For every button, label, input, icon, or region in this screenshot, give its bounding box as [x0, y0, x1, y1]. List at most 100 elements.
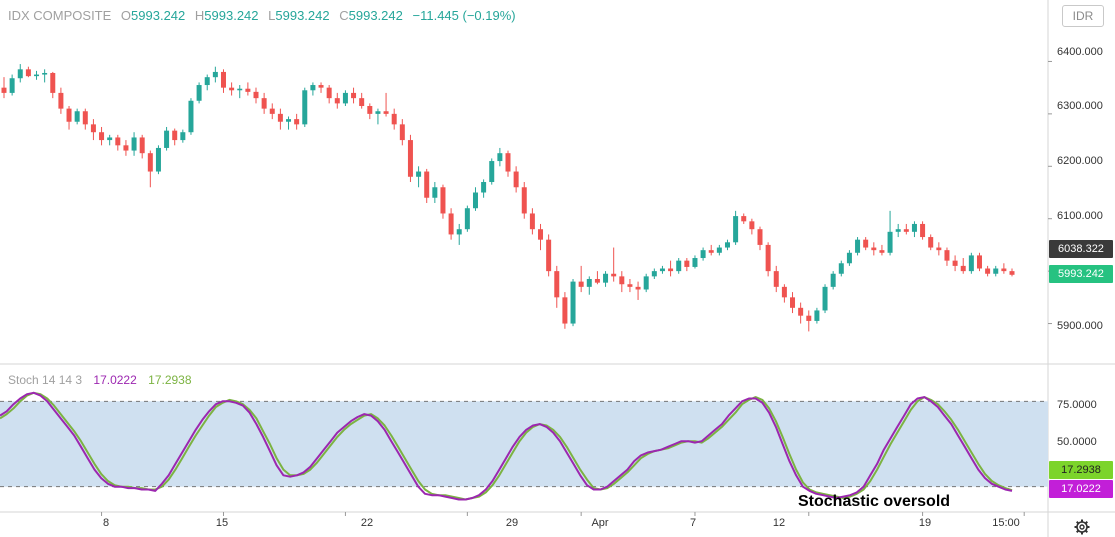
candle-body: [733, 216, 739, 243]
high-key: H: [194, 8, 205, 23]
stoch-d-value: 17.2938: [148, 373, 192, 387]
candle-body: [757, 229, 763, 245]
gear-icon[interactable]: [1074, 519, 1090, 535]
candle-body: [456, 229, 462, 235]
close-key: C: [339, 8, 349, 23]
low-value: 5993.242: [275, 8, 330, 23]
candle-body: [90, 124, 96, 133]
currency-button[interactable]: IDR: [1062, 5, 1104, 27]
candle-body: [1009, 271, 1015, 275]
candle-body: [887, 231, 893, 253]
candle-body: [903, 229, 909, 232]
candle-body: [375, 111, 381, 114]
candle-body: [619, 276, 625, 285]
candle-body: [724, 242, 730, 248]
candle-body: [440, 187, 446, 214]
candle-body: [944, 250, 950, 261]
stoch-d-tag: 17.2938: [1049, 461, 1113, 479]
candle-body: [806, 315, 812, 321]
candle-body: [627, 284, 633, 287]
time-tick: 12: [772, 517, 786, 529]
candle-body: [846, 252, 852, 264]
candle-body: [229, 87, 235, 91]
low-key: L: [268, 8, 276, 23]
stoch-k-line: [0, 391, 1013, 501]
candle-body: [58, 92, 64, 109]
candle-body: [895, 229, 901, 232]
candle-body: [318, 85, 324, 88]
stoch-tick: 75.0000: [1057, 399, 1097, 411]
candle-body: [131, 137, 137, 151]
candle-body: [123, 145, 129, 151]
candle-body: [253, 91, 259, 99]
candle-body: [472, 192, 478, 209]
stoch-tick: 50.0000: [1057, 436, 1097, 448]
candle-body: [220, 71, 226, 88]
candle-body: [82, 111, 88, 125]
price-tick: 6300.000: [1057, 100, 1103, 112]
open-value: 5993.242: [131, 8, 186, 23]
open-key: O: [120, 8, 132, 23]
price-tick: 6100.000: [1057, 210, 1103, 222]
candle-body: [66, 108, 72, 122]
candle-body: [749, 221, 755, 230]
close-value: 5993.242: [348, 8, 403, 23]
candle-body: [603, 273, 609, 283]
prev-close-tag: 6038.322: [1049, 240, 1113, 258]
time-tick: 19: [918, 517, 932, 529]
candle-body: [342, 92, 348, 104]
candle-body: [17, 69, 23, 79]
time-tick: 15: [215, 517, 229, 529]
candle-body: [863, 239, 869, 248]
candle-body: [993, 268, 999, 274]
candle-body: [1, 87, 7, 93]
candle-body: [920, 223, 926, 238]
candle-body: [871, 247, 877, 251]
candle-body: [351, 92, 357, 99]
candle-body: [505, 153, 511, 172]
candle-body: [586, 278, 592, 287]
candle-body: [708, 250, 714, 253]
symbol-name: IDX COMPOSITE: [8, 8, 112, 23]
candle-body: [359, 98, 365, 107]
candle-body: [204, 77, 210, 86]
stoch-k-value: 17.0222: [93, 373, 137, 387]
candle-body: [700, 250, 706, 259]
candle-body: [416, 171, 422, 177]
stoch-legend: Stoch 14 14 3 17.0222 17.2938: [8, 373, 192, 387]
price-tick: 5900.000: [1057, 320, 1103, 332]
candle-body: [294, 119, 300, 125]
time-tick: 8: [102, 517, 110, 529]
candle-body: [164, 130, 170, 148]
stochastic-oversold-annotation: Stochastic oversold: [798, 493, 951, 510]
change-value: −11.445 (−0.19%): [412, 8, 516, 23]
candle-body: [107, 137, 113, 141]
candle-body: [513, 171, 519, 188]
candle-body: [976, 255, 982, 269]
candle-body: [643, 276, 649, 290]
candle-body: [432, 187, 438, 198]
candle-body: [139, 137, 145, 154]
candle-body: [302, 90, 308, 125]
candle-body: [822, 286, 828, 311]
candle-body: [1001, 268, 1007, 272]
candle-body: [326, 87, 332, 99]
candle-body: [237, 88, 243, 91]
candle-body: [391, 113, 397, 125]
time-tick: 22: [360, 517, 374, 529]
candle-body: [651, 271, 657, 277]
time-tick: 29: [505, 517, 519, 529]
candle-body: [25, 69, 31, 77]
candle-body: [985, 268, 991, 274]
candle-body: [773, 271, 779, 287]
stoch-d-line: [0, 391, 1013, 501]
candle-body: [594, 278, 600, 283]
candle-body: [464, 208, 470, 230]
candle-body: [668, 268, 674, 272]
candle-body: [716, 247, 722, 253]
candle-body: [399, 124, 405, 141]
candle-body: [212, 71, 218, 78]
candle-body: [196, 85, 202, 101]
candle-body: [814, 310, 820, 321]
